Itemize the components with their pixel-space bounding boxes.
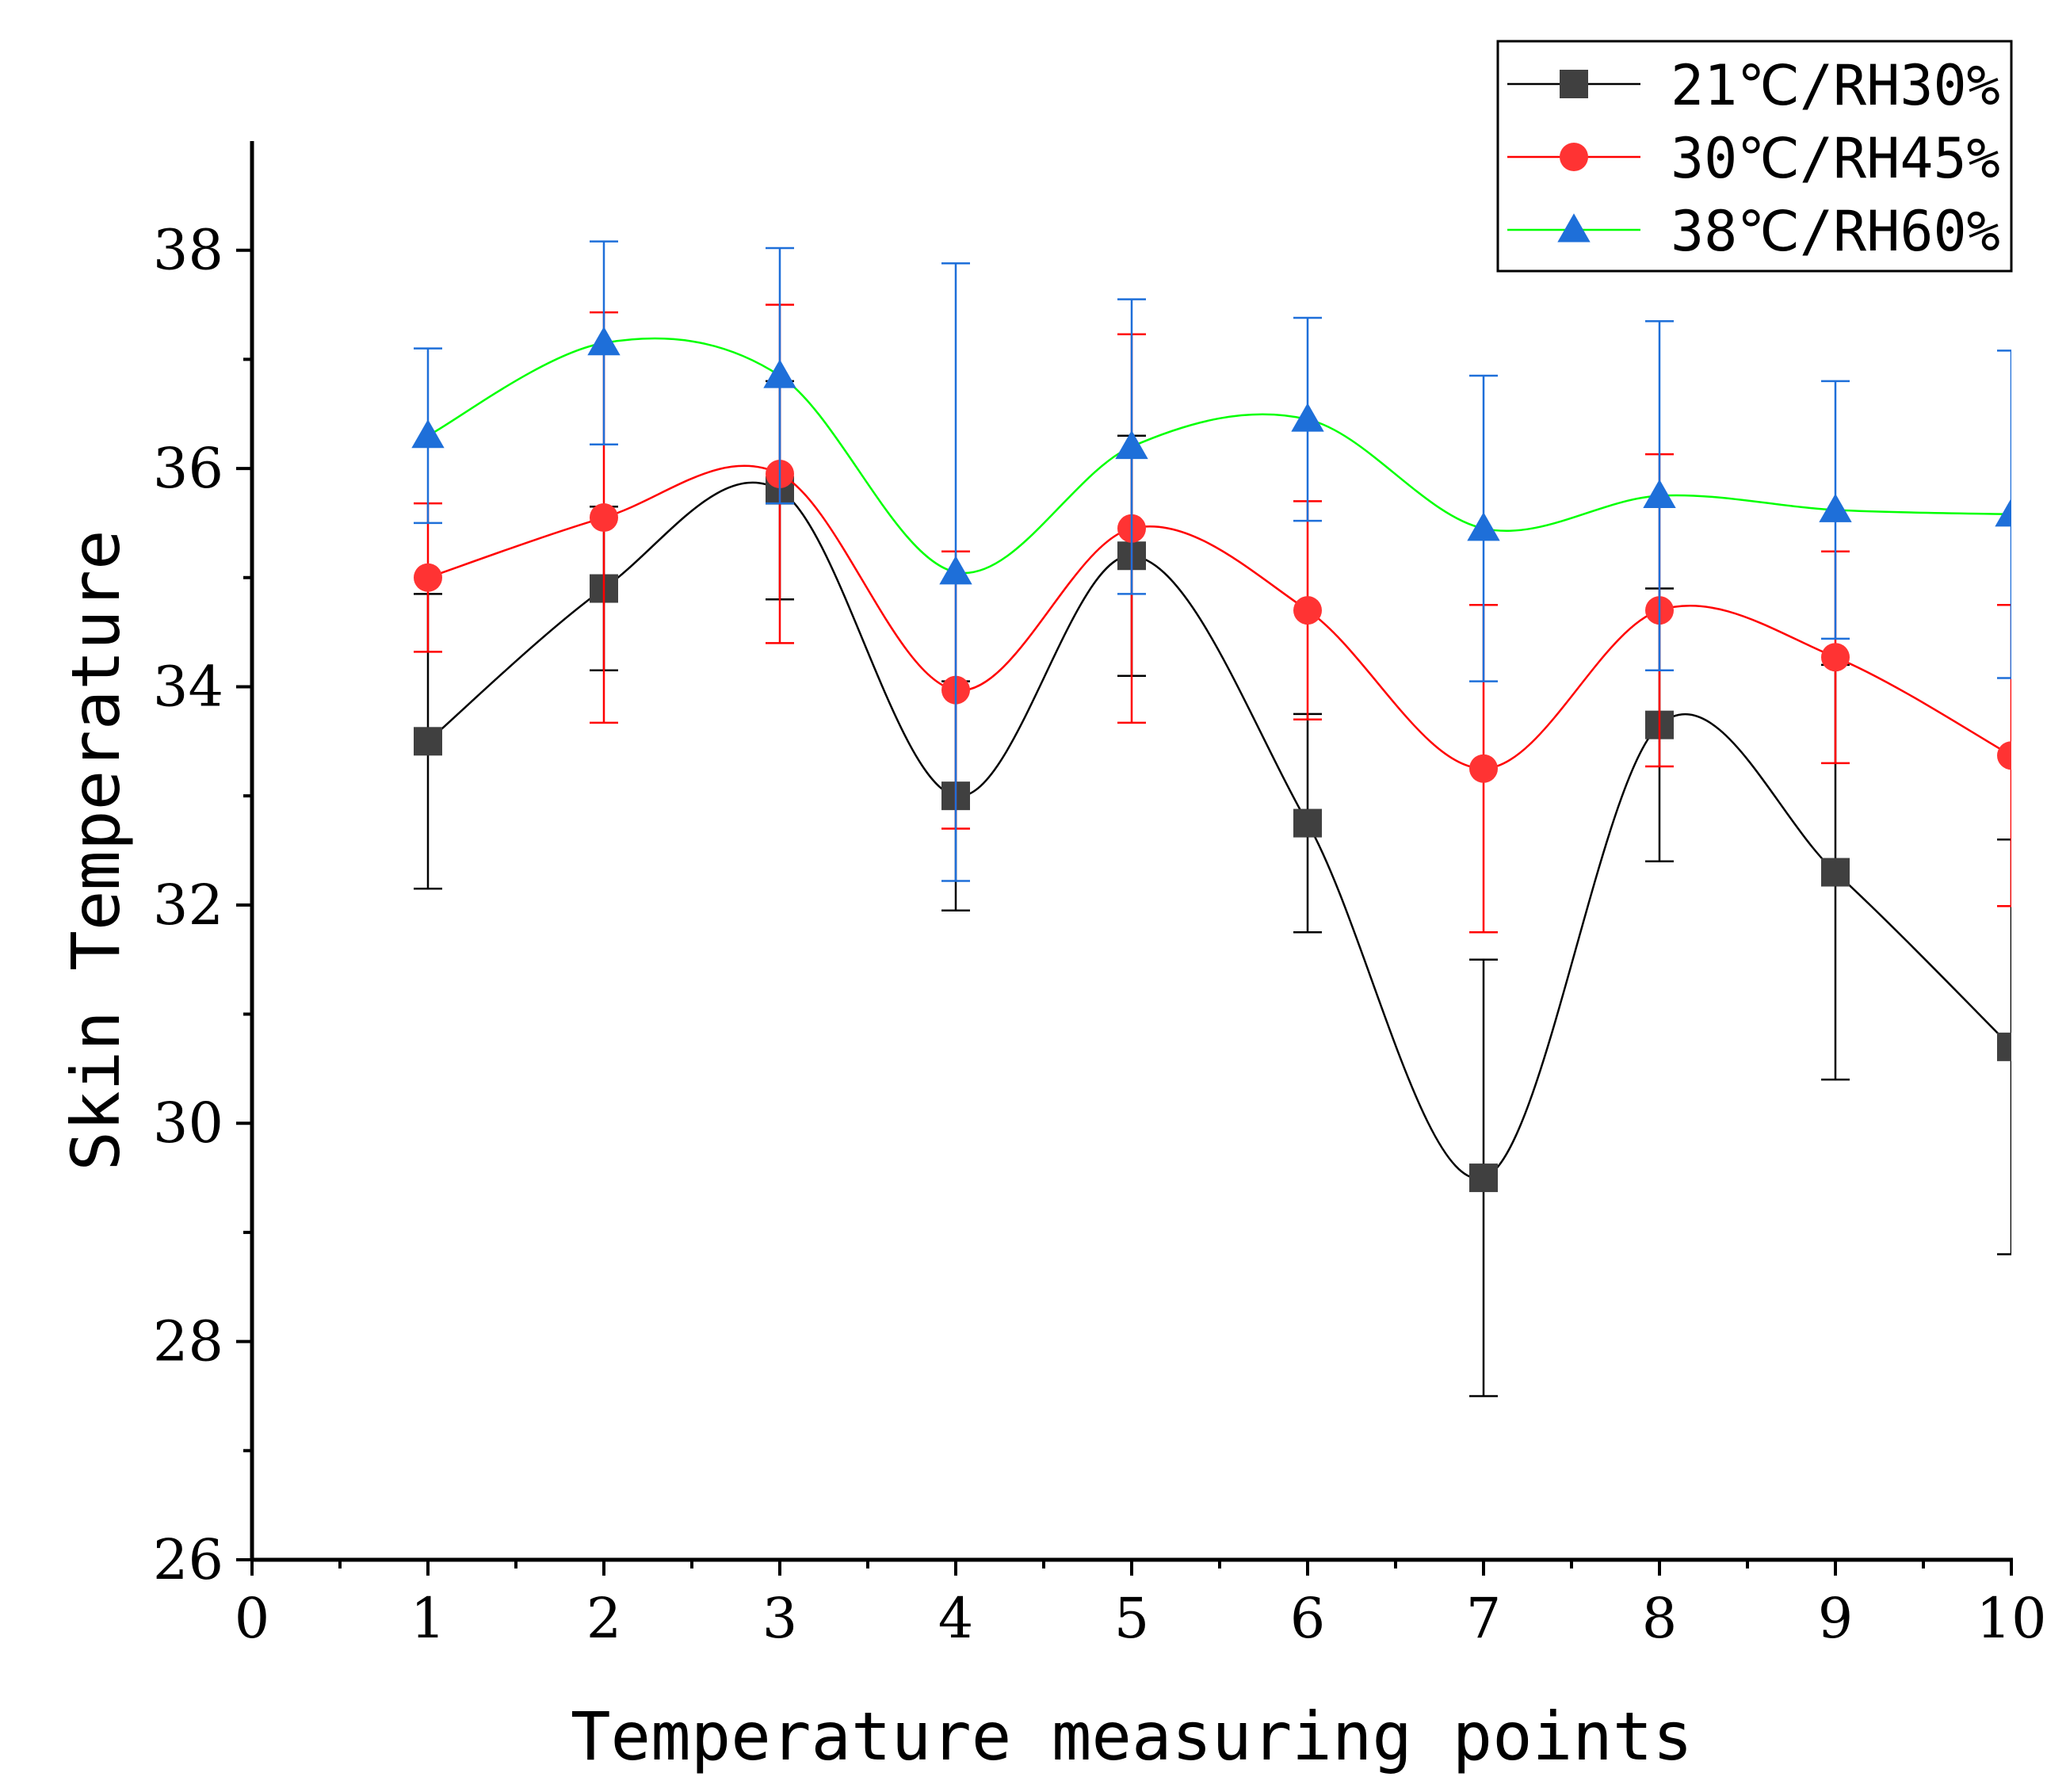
x-tick-label: 4	[938, 1586, 974, 1651]
series-1-line	[427, 481, 2011, 1180]
y-tick-label: 28	[153, 1309, 223, 1374]
plot-marks	[411, 240, 2011, 1397]
series-2-point	[590, 503, 618, 533]
y-tick-label: 38	[153, 218, 223, 283]
series-1-point	[1469, 1163, 1498, 1193]
y-axis-title: Skin Temperature	[57, 529, 135, 1171]
series-2-point	[1821, 643, 1850, 672]
series-3-point	[1643, 479, 1676, 509]
series-2-point	[1469, 754, 1498, 783]
series-3-point	[411, 419, 445, 449]
x-tick-label: 7	[1466, 1586, 1502, 1651]
series-3-point	[1291, 403, 1324, 432]
legend-label: 30℃/RH45%	[1671, 126, 2000, 191]
y-tick-label: 32	[153, 873, 223, 938]
series-3-point	[1467, 512, 1500, 541]
series-2-point	[1997, 741, 2011, 770]
series-2-point	[414, 563, 442, 592]
legend-label: 38℃/RH60%	[1671, 199, 2000, 264]
series-3	[411, 240, 2011, 882]
x-tick-label: 1	[411, 1586, 446, 1651]
series-3-point	[939, 556, 972, 585]
y-tick-label: 26	[153, 1527, 223, 1592]
x-tick-label: 8	[1642, 1586, 1678, 1651]
legend-marker	[1560, 70, 1588, 98]
x-tick-label: 5	[1114, 1586, 1150, 1651]
y-tick-label: 34	[153, 654, 223, 719]
series-1-point	[414, 727, 442, 756]
legend-marker	[1560, 143, 1588, 171]
series-3-point	[1819, 493, 1852, 522]
series-3-point	[1115, 430, 1148, 460]
x-tick-label: 10	[1976, 1586, 2046, 1651]
legend-label: 21℃/RH30%	[1671, 53, 2000, 118]
series-1-point	[1997, 1032, 2011, 1061]
series-2-line	[427, 464, 2011, 770]
series-1-point	[1293, 808, 1322, 838]
series-3-point	[587, 327, 621, 356]
series-3-point	[1995, 498, 2011, 527]
series-2	[414, 304, 2011, 934]
series-1-point	[1821, 858, 1850, 887]
x-tick-label: 9	[1818, 1586, 1854, 1651]
y-tick-label: 36	[153, 436, 223, 501]
series-2-point	[1293, 596, 1322, 625]
x-tick-label: 3	[762, 1586, 798, 1651]
x-tick-label: 2	[586, 1586, 622, 1651]
x-axis-title: Temperature measuring points	[571, 1698, 1693, 1775]
series-3-line	[427, 337, 2011, 575]
y-tick-label: 30	[153, 1091, 223, 1156]
x-tick-label: 6	[1290, 1586, 1326, 1651]
series-3-point	[763, 359, 796, 388]
legend: 21℃/RH30% 30℃/RH45% 38℃/RH60%	[1496, 40, 2013, 273]
legend-marker	[1557, 213, 1591, 243]
x-tick-label: 0	[235, 1586, 270, 1651]
